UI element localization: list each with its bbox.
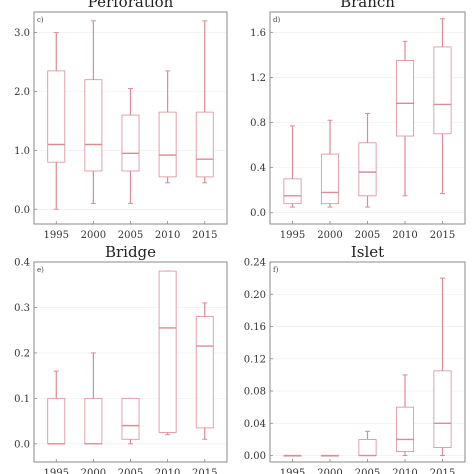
y-tick-label: 0.0 [14,205,30,216]
iqr-box [158,111,177,178]
iqr-box [158,270,177,433]
iqr-box [195,111,214,178]
y-tick-label: 0.20 [244,290,266,301]
panel-label: d) [273,16,280,24]
x-tick-label: 1995 [280,468,305,474]
box-2000 [84,352,103,445]
y-tick-label: 2.0 [14,87,30,98]
box-1995 [283,125,302,208]
iqr-box [395,60,415,137]
x-tick-label: 2015 [430,230,455,241]
iqr-box [433,46,452,135]
y-tick-label: 0.24 [244,258,266,269]
y-tick-label: 0.08 [244,387,266,398]
iqr-box [433,370,452,448]
chart-panel-2: Branch d) 0.0 0.4 0.8 1.2 1.6 1995 2000 2005 2010 2… [250,0,466,241]
iqr-box [84,397,103,445]
x-tick-label: 1995 [44,230,69,241]
y-tick-label: 3.0 [14,28,30,39]
x-tick-label: 2010 [155,230,180,241]
iqr-box [47,70,66,163]
iqr-box [121,114,140,172]
panel-label: e) [37,266,44,274]
y-tick-label: 0.8 [250,118,266,129]
box-2015 [433,18,452,195]
x-tick-label: 2005 [355,468,380,474]
chart-panel-1: Perforation c) 0.0 1.0 2.0 3.0 1995 2000 2005 201… [14,0,228,241]
box-2000 [320,454,340,457]
box-2010 [395,40,415,197]
y-tick-label: 0.16 [244,322,266,333]
x-tick-label: 1995 [44,468,69,474]
x-tick-label: 2000 [317,468,342,474]
x-tick-label: 2000 [317,230,342,241]
box-2005 [121,88,140,204]
iqr-box [395,406,415,452]
x-tick-label: 2010 [392,468,417,474]
chart-panel-4: Islet f) 0.00 0.04 0.08 0.12 0.16 0.20 0.24 1995 2… [244,243,466,474]
iqr-box [121,397,140,440]
x-tick-label: 2005 [118,468,143,474]
iqr-box [358,142,377,197]
y-tick-label: 0.0 [14,439,30,450]
box-1995 [47,32,66,210]
y-tick-label: 0.2 [14,348,30,359]
box-2005 [358,430,377,457]
y-tick-label: 1.0 [14,146,30,157]
box-2010 [395,374,415,457]
box-2015 [433,277,452,457]
panel-title: Branch [340,0,395,11]
box-2010 [158,70,177,184]
x-tick-label: 1995 [280,230,305,241]
y-tick-label: 0.04 [244,419,266,430]
panel-title: Islet [351,243,384,261]
x-tick-label: 2010 [155,468,180,474]
y-tick-label: 0.0 [250,208,266,219]
x-tick-label: 2015 [192,468,217,474]
y-tick-label: 0.12 [244,354,266,365]
panel-title: Perforation [88,0,174,11]
x-tick-label: 2015 [430,468,455,474]
iqr-box [320,153,340,205]
panel-label: c) [37,16,44,24]
y-tick-label: 0.3 [14,303,30,314]
box-2015 [195,20,214,184]
iqr-box [47,397,66,445]
box-2000 [320,119,340,208]
box-2010 [158,270,177,436]
x-tick-label: 2005 [118,230,143,241]
box-1995 [47,370,66,445]
box-2005 [121,397,140,445]
box-2000 [84,20,103,204]
x-tick-label: 2015 [192,230,217,241]
y-tick-label: 1.6 [250,28,266,39]
x-tick-label: 2005 [355,230,380,241]
box-1995 [283,454,302,457]
iqr-box [358,439,377,456]
x-tick-label: 2000 [81,468,106,474]
y-tick-label: 0.1 [14,394,30,405]
chart-panel-3: Bridge e) 0.0 0.1 0.2 0.3 0.4 1995 2000 2005 2010 2… [14,243,228,474]
x-tick-label: 2010 [392,230,417,241]
y-tick-label: 0.00 [244,451,266,462]
y-tick-label: 1.2 [250,73,266,84]
panel-label: f) [273,266,279,274]
iqr-box [84,79,103,172]
y-tick-label: 0.4 [14,258,30,269]
y-tick-label: 0.4 [250,163,266,174]
iqr-box [283,178,302,205]
panel-title: Bridge [105,243,156,261]
box-2005 [358,112,377,208]
box-2015 [195,302,214,440]
x-tick-label: 2000 [81,230,106,241]
iqr-box [195,316,214,429]
